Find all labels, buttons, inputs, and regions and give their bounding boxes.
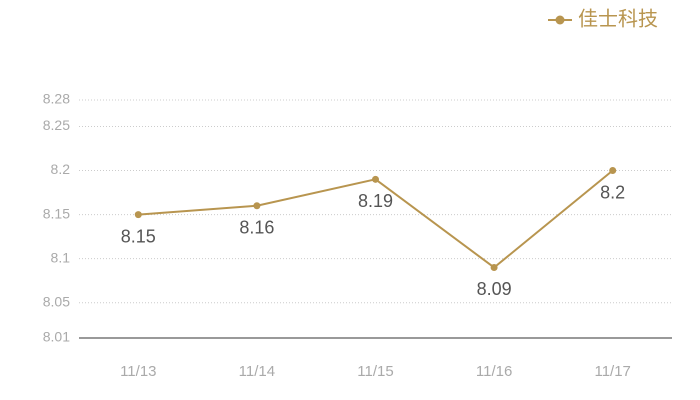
x-tick-label: 11/15 xyxy=(357,363,393,380)
data-point xyxy=(609,167,617,175)
data-label: 8.2 xyxy=(600,182,625,202)
y-tick-label: 8.2 xyxy=(51,161,71,177)
data-point xyxy=(490,263,498,271)
x-tick-label: 11/14 xyxy=(239,363,275,380)
y-tick-label: 8.05 xyxy=(43,293,70,309)
x-tick-label: 11/16 xyxy=(476,363,512,380)
data-label: 8.15 xyxy=(121,226,156,246)
data-point xyxy=(372,175,379,183)
x-tick-label: 11/13 xyxy=(120,363,156,380)
data-point xyxy=(253,202,261,210)
x-tick-label: 11/17 xyxy=(594,363,630,380)
legend-marker xyxy=(555,15,565,25)
y-tick-label: 8.25 xyxy=(43,117,70,133)
legend-label: 佳士科技 xyxy=(578,7,658,30)
data-point xyxy=(134,211,142,219)
data-label: 8.16 xyxy=(239,218,274,238)
data-label: 8.09 xyxy=(477,279,512,299)
y-tick-label: 8.15 xyxy=(43,205,70,221)
y-tick-label: 8.1 xyxy=(51,249,71,265)
y-tick-label: 8.28 xyxy=(43,91,70,107)
y-tick-label: 8.01 xyxy=(43,329,70,345)
series-line xyxy=(138,169,614,269)
data-label: 8.19 xyxy=(358,191,393,211)
